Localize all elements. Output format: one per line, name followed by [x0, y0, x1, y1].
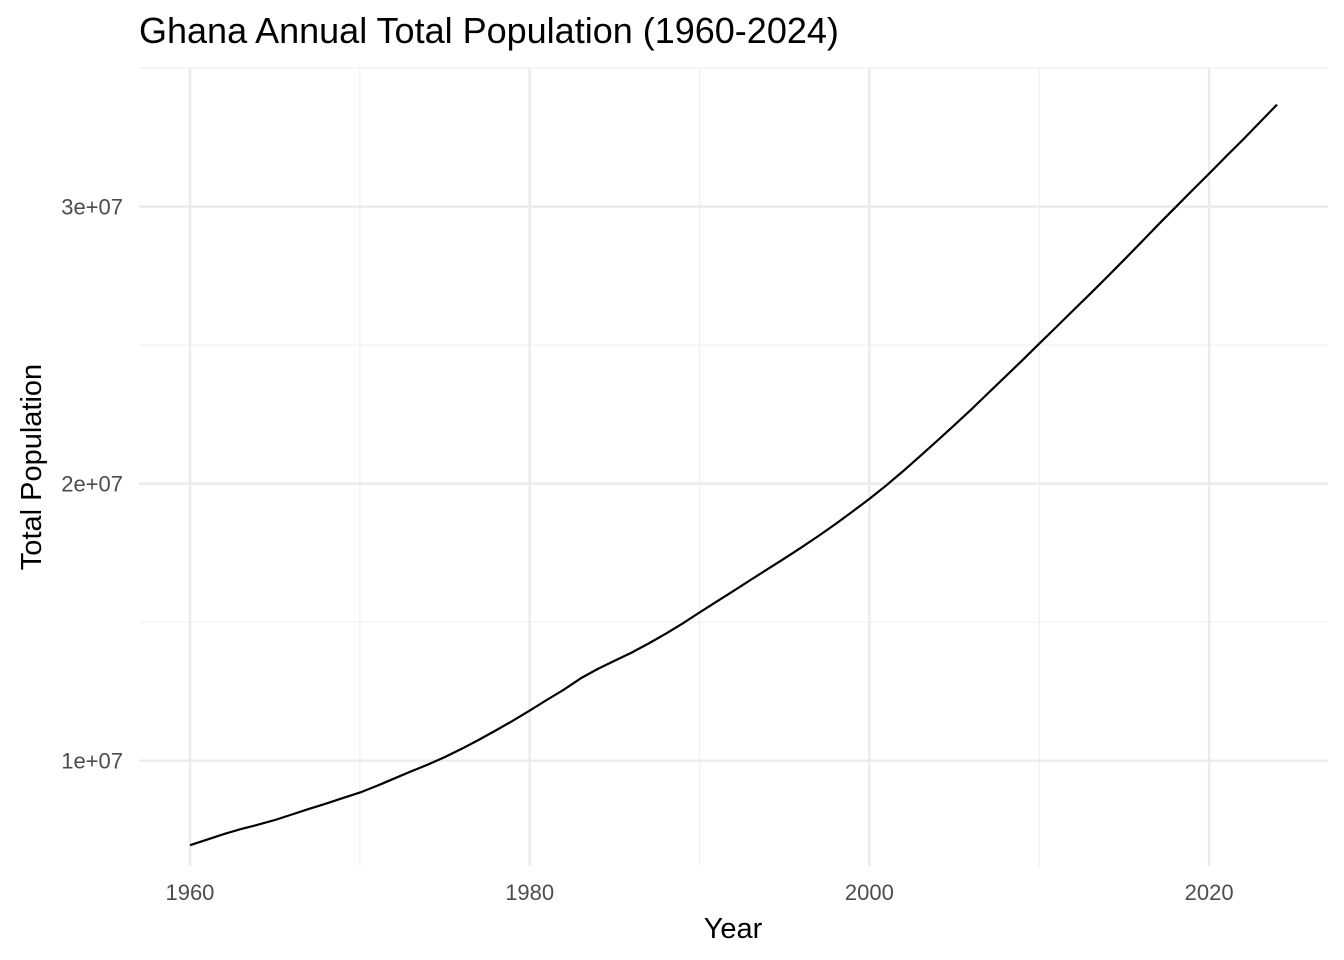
- x-tick-label: 1960: [165, 880, 214, 905]
- x-axis-title: Year: [704, 913, 763, 945]
- y-axis-title: Total Population: [16, 364, 48, 570]
- y-tick-label: 2e+07: [61, 472, 123, 497]
- chart-title: Ghana Annual Total Population (1960-2024…: [139, 10, 839, 51]
- y-tick-label: 1e+07: [61, 749, 123, 774]
- series-layer: [189, 103, 1278, 847]
- grid-lines: [139, 67, 1328, 866]
- population-series-line: [189, 103, 1278, 847]
- tick-labels: 1960 1980 2000 2020 1e+07 2e+07 3e+07: [61, 195, 1233, 905]
- y-tick-label: 3e+07: [61, 195, 123, 220]
- x-tick-label: 1980: [505, 880, 554, 905]
- x-tick-label: 2000: [845, 880, 894, 905]
- x-tick-label: 2020: [1185, 880, 1234, 905]
